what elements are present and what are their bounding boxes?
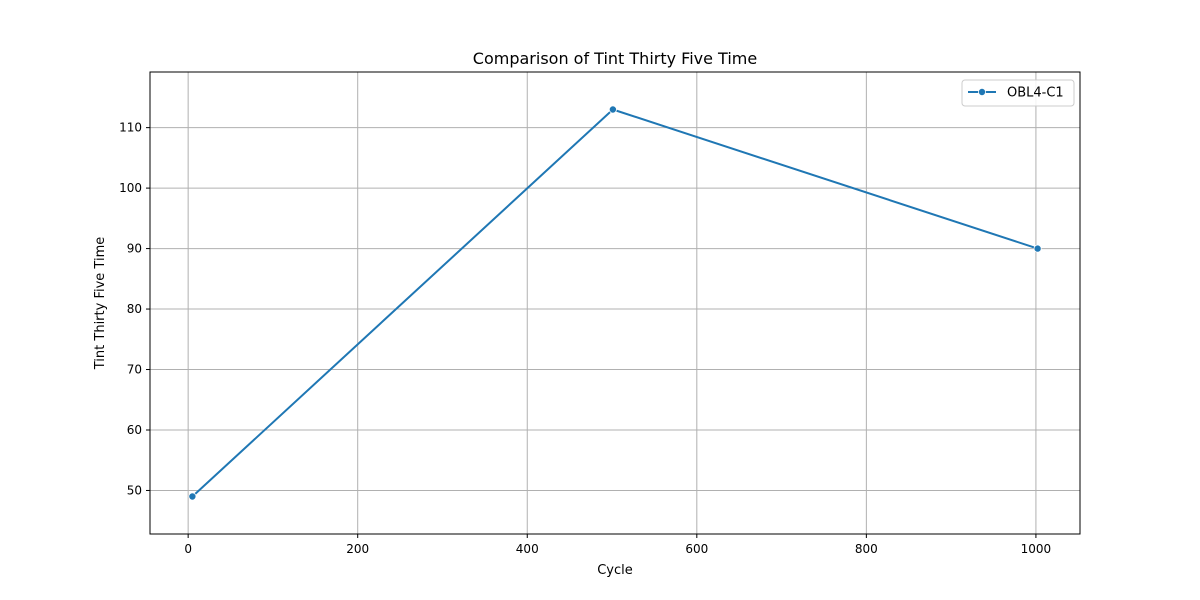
y-tick-label: 50 <box>127 483 142 497</box>
legend-label: OBL4-C1 <box>1007 86 1064 101</box>
plot-area-frame <box>149 71 1081 535</box>
y-tick-label: 90 <box>127 242 142 256</box>
y-tick-label: 110 <box>119 121 142 135</box>
data-point <box>188 492 197 501</box>
x-tick-label: 800 <box>855 542 878 556</box>
x-tick-label: 400 <box>516 542 539 556</box>
x-axis-label: Cycle <box>597 563 633 578</box>
y-tick-label: 80 <box>127 302 142 316</box>
y-tick-label: 70 <box>127 363 142 377</box>
series-layer <box>188 105 1042 501</box>
data-point <box>608 105 617 114</box>
y-axis-label: Tint Thirty Five Time <box>93 237 108 370</box>
x-tick-label: 600 <box>685 542 708 556</box>
y-axis: 50 60 70 80 90 100 110 <box>119 121 150 497</box>
series-line <box>191 108 1038 498</box>
y-tick-label: 60 <box>127 423 142 437</box>
x-tick-label: 1000 <box>1021 542 1052 556</box>
x-tick-label: 200 <box>346 542 369 556</box>
legend-marker-icon <box>978 88 987 97</box>
grid <box>150 72 1080 534</box>
x-tick-label: 0 <box>184 542 192 556</box>
x-axis: 0 200 400 600 800 1000 <box>184 534 1051 556</box>
data-point <box>1033 244 1042 253</box>
chart-title: Comparison of Tint Thirty Five Time <box>473 49 757 68</box>
y-tick-label: 100 <box>119 181 142 195</box>
legend-box <box>961 79 1075 107</box>
legend: OBL4-C1 <box>961 79 1075 107</box>
